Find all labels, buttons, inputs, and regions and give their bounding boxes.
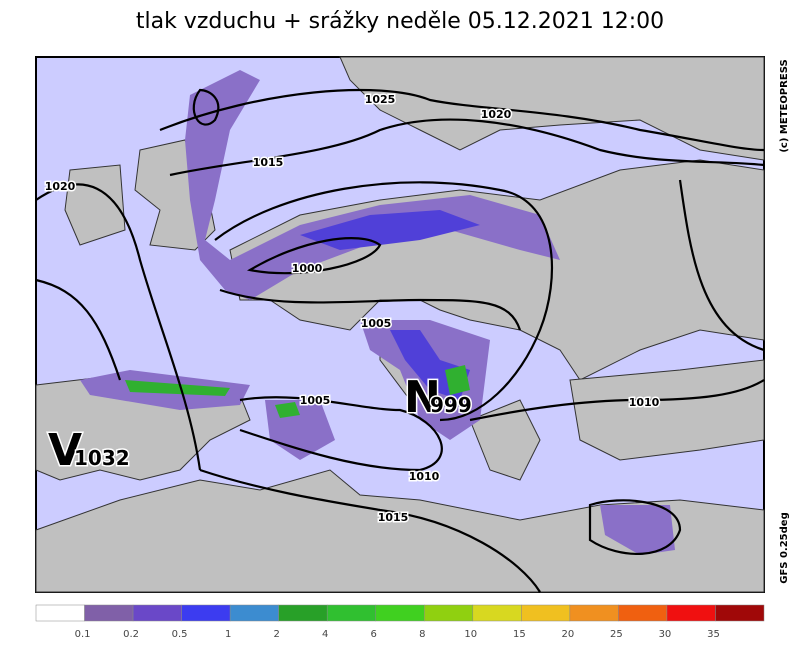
center-letter: N [404, 372, 441, 423]
map [35, 56, 765, 593]
isobar-label: 1010 [409, 470, 440, 483]
center-letter: V [48, 425, 82, 476]
isobar-label: 1005 [361, 317, 392, 330]
center-value: 999 [430, 393, 472, 417]
legend-label: 6 [371, 629, 377, 640]
isobar [159, 88, 765, 152]
legend-label: 0.1 [75, 629, 91, 640]
center-value: 1032 [74, 446, 130, 470]
title: tlak vzduchu + srážky neděle 05.12.2021 … [136, 9, 664, 34]
isobar [246, 237, 382, 275]
isobar-label: 1015 [253, 156, 284, 169]
isobar-label: 1005 [300, 394, 331, 407]
legend-swatch [132, 604, 182, 622]
isobar [219, 288, 522, 331]
legend-label: 35 [707, 629, 720, 640]
isobar [678, 179, 765, 352]
isobar-label: 1025 [365, 93, 396, 106]
legend-swatch [424, 604, 474, 622]
legend-swatch [472, 604, 522, 622]
legend-swatch [84, 604, 134, 622]
legend-swatch [569, 604, 619, 622]
isobar-label: 1015 [378, 511, 409, 524]
precipitation [275, 402, 300, 418]
legend-label: 1 [225, 629, 231, 640]
legend-swatch [35, 604, 85, 622]
legend-swatch [715, 604, 765, 622]
isobar [214, 181, 554, 422]
isobar-label: 1020 [481, 108, 512, 121]
precipitation [125, 380, 230, 396]
isobar [35, 278, 122, 381]
legend: 0.1 0.2 0.5 1 2 4 6 8 10 15 20 25 30 35 [35, 604, 765, 640]
isobar-label: 1000 [292, 262, 323, 275]
legend-swatch [618, 604, 668, 622]
land [569, 359, 765, 461]
legend-label: 30 [659, 629, 672, 640]
isobar [239, 396, 443, 472]
legend-label: 0.5 [172, 629, 188, 640]
legend-label: 15 [513, 629, 526, 640]
legend-swatch [181, 604, 231, 622]
legend-label: 4 [322, 629, 328, 640]
precipitation [600, 505, 675, 555]
legend-swatch [229, 604, 279, 622]
isobar [35, 183, 202, 471]
precipitation [185, 70, 560, 300]
legend-swatch [666, 604, 716, 622]
legend-label: 25 [610, 629, 623, 640]
precipitation [300, 210, 480, 250]
legend-label: 0.2 [123, 629, 139, 640]
legend-swatch [375, 604, 425, 622]
legend-swatch [278, 604, 328, 622]
credit: (c) METEOPRESS [779, 59, 790, 152]
isobar [199, 468, 541, 593]
isobar [192, 88, 220, 126]
land [339, 56, 765, 161]
legend-label: 8 [419, 629, 425, 640]
land [35, 469, 765, 593]
isobar [169, 118, 765, 177]
legend-swatch [326, 604, 376, 622]
legend-label: 10 [464, 629, 477, 640]
isobar-label: 1020 [45, 180, 76, 193]
isobar-labels: 1025 1020 1015 1020 1000 1005 1005 1010 1010 1015 [43, 92, 661, 526]
isobar-label: 1010 [629, 396, 660, 409]
isobar [469, 379, 765, 422]
precipitation [445, 365, 470, 395]
legend-swatch [521, 604, 571, 622]
model-label: GFS 0.25deg [779, 512, 790, 584]
legend-label: 2 [273, 629, 279, 640]
legend-label: 20 [561, 629, 574, 640]
isobar [588, 499, 682, 556]
land [469, 399, 541, 481]
